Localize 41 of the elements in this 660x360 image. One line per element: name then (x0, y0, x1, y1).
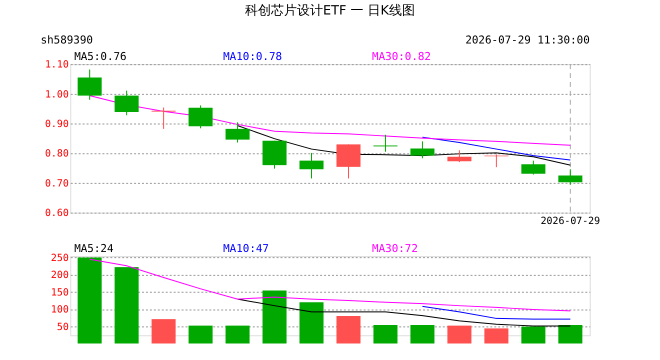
bar (188, 326, 213, 344)
bar (262, 290, 287, 344)
bar (299, 302, 324, 344)
y-tick-label: 0.90 (44, 119, 69, 130)
y-tick-label: 1.00 (44, 89, 69, 100)
line-series (422, 136, 571, 161)
bar (373, 324, 398, 344)
text: MA10:0.78 (223, 50, 282, 64)
text: MA5:0.76 (74, 50, 127, 64)
chart-title: 科创芯片设计ETF 一 日K线图 (245, 4, 415, 19)
line-series (422, 306, 571, 320)
x-tick-label: 2026-07-29 (540, 216, 600, 227)
y-tick-label: 0.70 (44, 178, 69, 190)
text: sh589390 (40, 33, 93, 46)
text: MA30:72 (372, 242, 418, 256)
bar (521, 326, 546, 344)
text: MA10:47 (223, 242, 269, 256)
line-series (237, 125, 571, 166)
candlestick (373, 134, 398, 152)
text: 2026-07-29 11:30:00 (465, 33, 590, 46)
bar (410, 324, 434, 344)
y-tick-label: 150 (50, 287, 69, 298)
line-series (89, 258, 571, 312)
bar (152, 319, 176, 344)
bar (226, 326, 250, 344)
y-tick-label: 50 (56, 322, 69, 333)
bar (447, 326, 472, 344)
line-series (237, 298, 571, 326)
y-tick-label: 0.60 (44, 208, 69, 220)
bar (484, 328, 508, 344)
y-tick-label: 250 (50, 252, 69, 264)
text: MA30:0.82 (372, 50, 431, 64)
y-tick-label: 200 (50, 270, 69, 282)
y-tick-label: 1.10 (44, 60, 69, 71)
y-tick-label: 100 (50, 304, 69, 316)
bar (78, 258, 102, 344)
bar (558, 324, 582, 344)
bar (114, 267, 139, 344)
text: MA5:24 (74, 242, 114, 256)
y-tick-label: 0.80 (44, 148, 69, 160)
bar (336, 316, 361, 344)
